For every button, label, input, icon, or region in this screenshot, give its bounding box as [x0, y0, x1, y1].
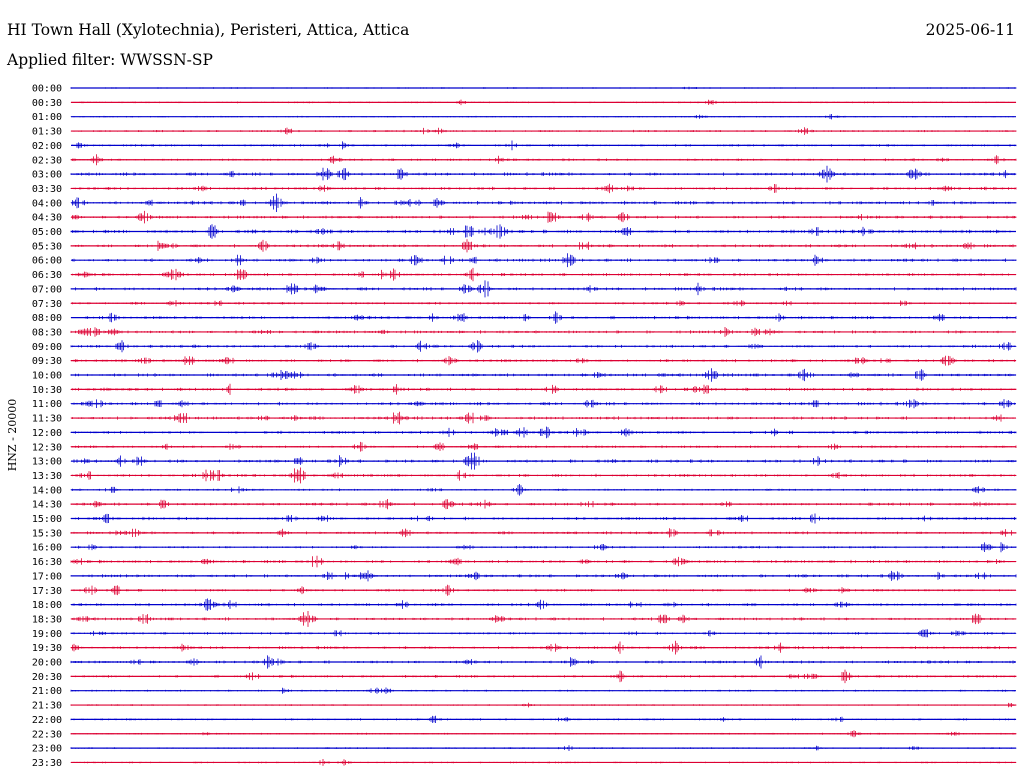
row-time-label: 22:00	[32, 715, 62, 726]
trace-waveform	[70, 730, 1017, 738]
trace-waveform	[70, 311, 1017, 324]
row-time-label: 15:30	[32, 528, 62, 539]
row-time-label: 00:30	[32, 98, 62, 109]
trace-waveform	[70, 598, 1017, 611]
trace-waveform	[70, 383, 1017, 395]
row-time-label: 13:00	[32, 457, 62, 468]
trace-waveform	[70, 499, 1017, 510]
row-time-label: 05:30	[32, 241, 62, 252]
row-time-label: 03:30	[32, 184, 62, 195]
row-time-label: 16:00	[32, 543, 62, 554]
row-time-label: 02:30	[32, 155, 62, 166]
row-time-label: 17:00	[32, 571, 62, 582]
trace-waveform	[70, 611, 1017, 627]
row-time-label: 04:30	[32, 213, 62, 224]
trace-waveform	[70, 745, 1017, 751]
trace-waveform	[70, 629, 1017, 638]
plot-date: 2025-06-11	[925, 21, 1015, 39]
row-time-label: 17:30	[32, 586, 62, 597]
trace-waveform	[70, 127, 1017, 135]
trace-waveform	[70, 411, 1017, 425]
row-time-label: 01:30	[32, 127, 62, 138]
row-time-label: 21:00	[32, 686, 62, 697]
row-time-label: 18:00	[32, 600, 62, 611]
trace-waveform	[70, 239, 1017, 253]
trace-waveform	[72, 140, 1017, 151]
row-time-label: 07:00	[32, 284, 62, 295]
row-time-label: 11:00	[32, 399, 62, 410]
row-time-label: 06:00	[32, 256, 62, 267]
row-time-label: 12:30	[32, 442, 62, 453]
station-title: HI Town Hall (Xylotechnia), Peristeri, A…	[7, 21, 410, 39]
row-time-label: 23:00	[32, 744, 62, 755]
trace-waveform	[70, 484, 1017, 496]
trace-waveform	[70, 99, 1017, 106]
filter-label: Applied filter:	[7, 51, 116, 69]
trace-waveform	[70, 669, 1017, 684]
row-time-label: 13:30	[32, 471, 62, 482]
trace-waveform	[70, 441, 1017, 452]
row-time-label: 18:30	[32, 614, 62, 625]
trace-waveform	[70, 555, 1017, 568]
row-time-label: 15:00	[32, 514, 62, 525]
trace-waveform	[70, 467, 1017, 484]
trace-waveform	[70, 267, 1017, 282]
row-time-label: 14:30	[32, 500, 62, 511]
row-time-label: 01:00	[32, 112, 62, 123]
row-time-label: 20:00	[32, 658, 62, 669]
row-time-label: 08:30	[32, 327, 62, 338]
row-time-label: 08:00	[32, 313, 62, 324]
trace-waveform	[70, 759, 1017, 766]
trace-waveform	[70, 300, 1017, 307]
trace-waveform	[70, 655, 1015, 669]
trace-waveform	[70, 154, 1017, 166]
row-time-label: 21:30	[32, 701, 62, 712]
row-time-label: 22:30	[32, 729, 62, 740]
trace-waveform	[70, 715, 1017, 723]
row-time-label: 05:00	[32, 227, 62, 238]
filter-value: WWSSN-SP	[120, 51, 213, 69]
row-time-label: 03:00	[32, 170, 62, 181]
trace-waveform	[70, 193, 1017, 212]
trace-waveform	[70, 224, 1015, 239]
row-time-label: 10:00	[32, 371, 62, 382]
trace-waveform	[70, 640, 1017, 655]
trace-waveform	[70, 702, 1017, 708]
trace-waveform	[70, 280, 1017, 298]
filter-line: Applied filter: WWSSN-SP	[7, 51, 213, 69]
row-time-label: 14:00	[32, 485, 62, 496]
row-time-label: 11:30	[32, 414, 62, 425]
row-time-label: 00:00	[32, 84, 62, 95]
trace-waveform	[70, 210, 1017, 224]
trace-waveform	[70, 368, 1017, 382]
row-time-label: 16:30	[32, 557, 62, 568]
trace-waveform	[70, 183, 1017, 194]
row-time-label: 20:30	[32, 672, 62, 683]
trace-waveform	[70, 528, 1017, 538]
row-time-label: 07:30	[32, 299, 62, 310]
trace-waveform	[70, 327, 1017, 337]
trace-waveform	[70, 513, 1017, 524]
row-time-label: 23:30	[32, 758, 62, 769]
row-time-label: 02:00	[32, 141, 62, 152]
row-time-label: 19:30	[32, 643, 62, 654]
row-time-label: 09:00	[32, 342, 62, 353]
row-time-label: 12:00	[32, 428, 62, 439]
trace-waveform	[70, 355, 1017, 366]
trace-waveform	[70, 584, 1017, 596]
row-time-label: 10:30	[32, 385, 62, 396]
row-time-label: 06:30	[32, 270, 62, 281]
row-time-label: 09:30	[32, 356, 62, 367]
row-time-label: 04:00	[32, 198, 62, 209]
trace-waveform	[70, 253, 1017, 268]
row-time-label: 19:00	[32, 629, 62, 640]
